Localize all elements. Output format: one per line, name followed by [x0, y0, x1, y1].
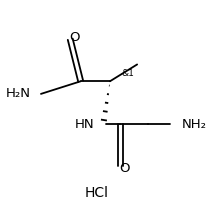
Text: NH₂: NH₂ — [182, 118, 207, 131]
Text: &1: &1 — [122, 69, 134, 78]
Text: HN: HN — [75, 118, 94, 131]
Text: O: O — [69, 31, 80, 44]
Text: O: O — [119, 162, 130, 175]
Text: HCl: HCl — [84, 186, 108, 200]
Text: H₂N: H₂N — [5, 87, 30, 100]
